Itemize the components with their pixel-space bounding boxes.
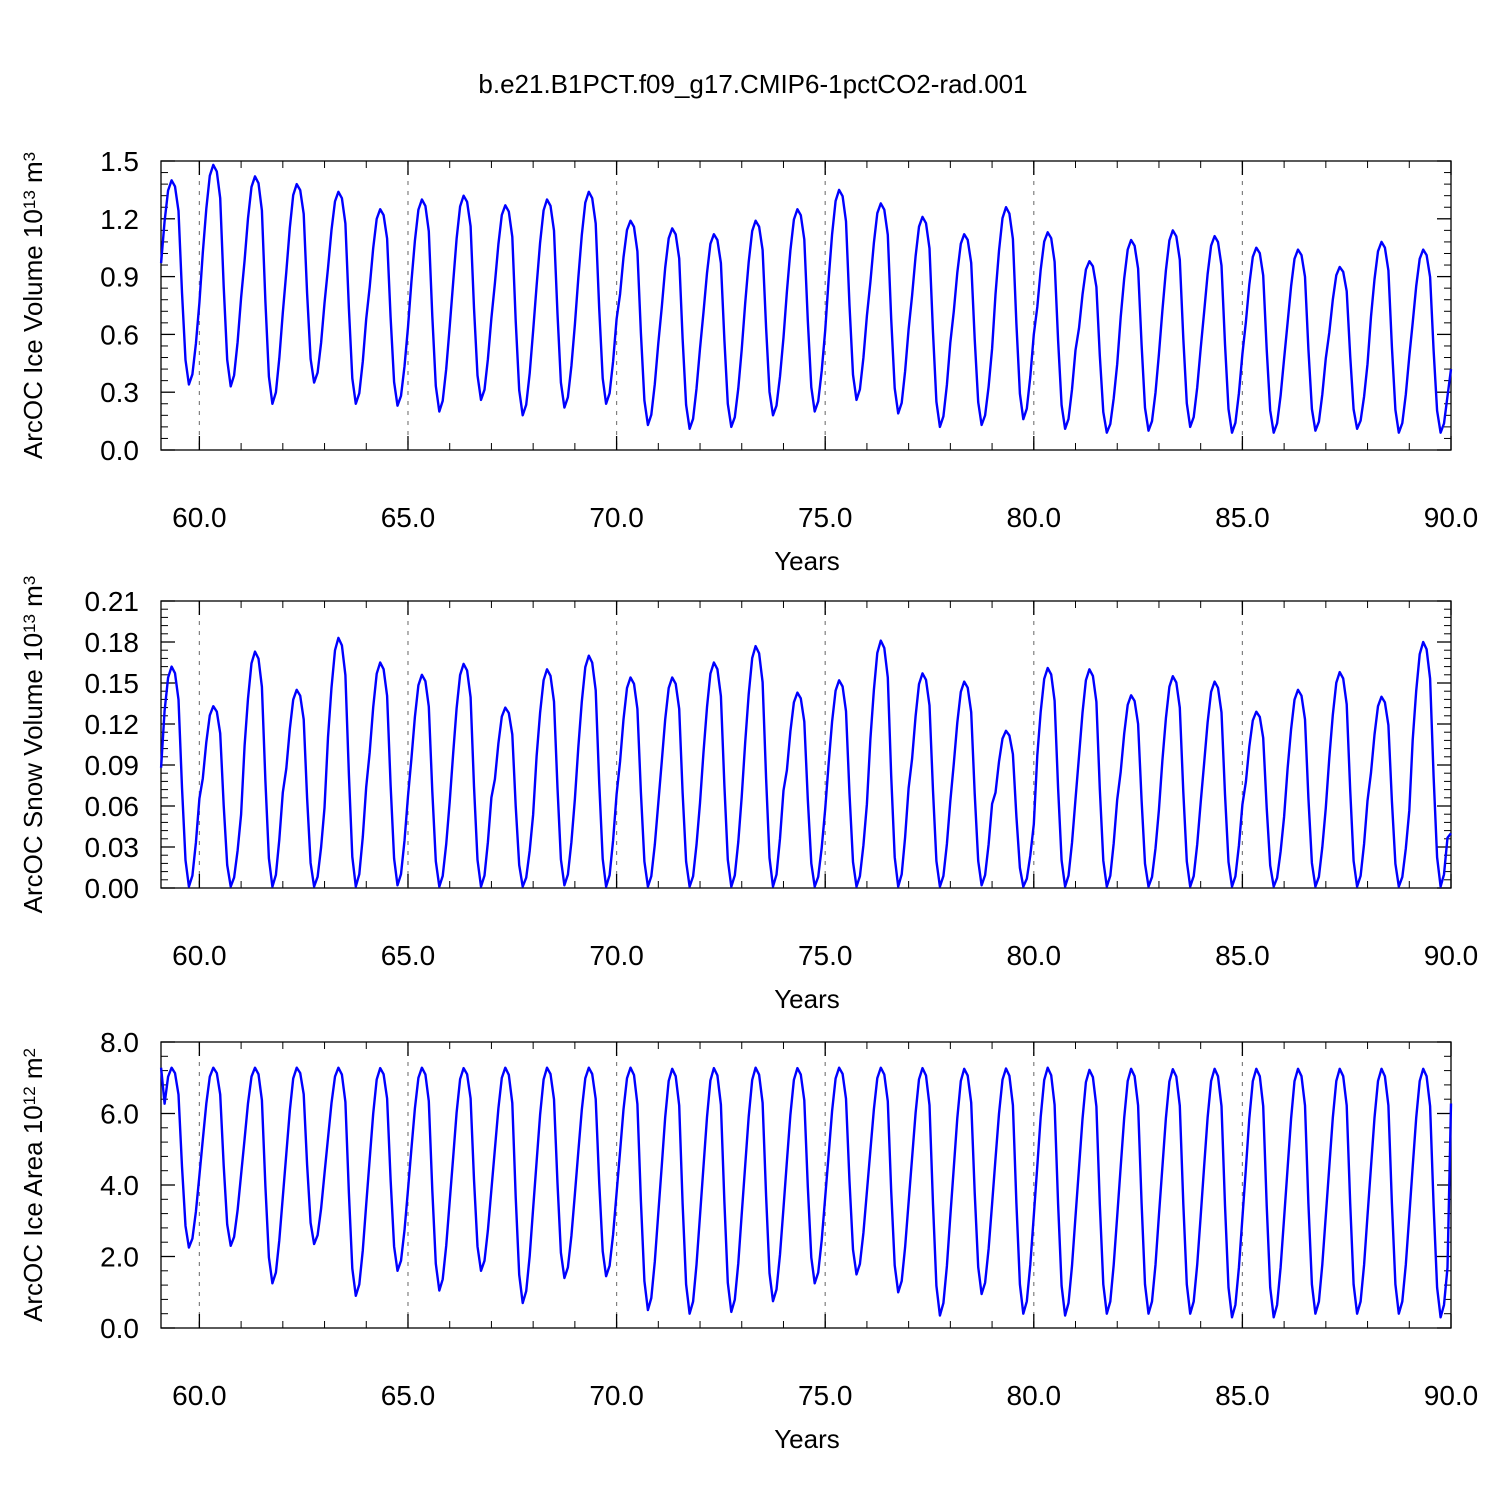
- y-axis-title-part: ArcOC Snow Volume 10: [18, 633, 48, 913]
- data-series-line: [159, 1066, 1453, 1319]
- y-axis-title-superscript: 2: [20, 1048, 39, 1057]
- y-axis-title-superscript: 3: [20, 576, 39, 585]
- x-tick-label: 75.0: [798, 502, 853, 533]
- chart-panel-2: 60.0 65.0 70.0 75.0 80.0 85.0 90.0 0.00 0.03 0.06…: [18, 576, 1478, 1014]
- y-axis-title-part: m: [18, 1057, 48, 1086]
- x-tick-label: 75.0: [798, 1380, 853, 1411]
- x-tick-label: 85.0: [1215, 940, 1270, 971]
- y-tick-label: 6.0: [100, 1099, 139, 1130]
- y-tick-label: 0.3: [100, 377, 139, 408]
- y-axis-title-part: m: [18, 161, 48, 190]
- y-tick-label: 0.0: [100, 435, 139, 466]
- x-tick-label: 60.0: [172, 940, 227, 971]
- x-tick-label: 60.0: [172, 502, 227, 533]
- x-tick-label: 85.0: [1215, 1380, 1270, 1411]
- y-tick-label: 1.2: [100, 204, 139, 235]
- x-tick-label: 80.0: [1007, 502, 1062, 533]
- y-axis-title: ArcOC Snow Volume 1013 m3: [18, 576, 48, 914]
- y-axis-title-superscript: 12: [20, 1086, 39, 1105]
- figure-title: b.e21.B1PCT.f09_g17.CMIP6-1pctCO2-rad.00…: [478, 69, 1027, 99]
- y-tick-label: 0.03: [85, 832, 140, 863]
- x-tick-label: 70.0: [589, 940, 644, 971]
- y-axis-title-superscript: 13: [20, 190, 39, 209]
- y-axis-title: ArcOC Ice Area 1012 m2: [18, 1048, 48, 1322]
- y-tick-label: 4.0: [100, 1170, 139, 1201]
- x-tick-label: 85.0: [1215, 502, 1270, 533]
- x-tick-label: 65.0: [381, 502, 436, 533]
- y-axis-title-superscript: 3: [20, 152, 39, 161]
- x-axis-title: Years: [774, 1424, 840, 1454]
- data-series-line: [159, 636, 1452, 888]
- y-tick-label: 1.5: [100, 146, 139, 177]
- chart-panel-3: 60.0 65.0 70.0 75.0 80.0 85.0 90.0 0.0 2.0 4.0 6.0…: [18, 1027, 1478, 1454]
- y-tick-label: 0.18: [85, 627, 140, 658]
- x-tick-label: 70.0: [589, 1380, 644, 1411]
- y-axis-title-superscript: 13: [20, 614, 39, 633]
- chart-panel-1: 60.0 65.0 70.0 75.0 80.0 85.0 90.0 0.0 0.3 0.6 0.9…: [18, 146, 1478, 576]
- y-tick-label: 8.0: [100, 1027, 139, 1058]
- y-axis-title-part: ArcOC Ice Area 10: [18, 1105, 48, 1322]
- plot-frame: [160, 160, 1452, 451]
- y-axis-title-part: ArcOC Ice Volume 10: [18, 209, 48, 459]
- y-axis-title: ArcOC Ice Volume 1013 m3: [18, 152, 48, 459]
- x-tick-label: 65.0: [381, 1380, 436, 1411]
- x-tick-label: 75.0: [798, 940, 853, 971]
- plot-frame: [160, 600, 1452, 889]
- x-tick-label: 90.0: [1424, 940, 1479, 971]
- x-tick-label: 80.0: [1007, 940, 1062, 971]
- y-tick-label: 0.9: [100, 262, 139, 293]
- y-tick-label: 0.0: [100, 1313, 139, 1344]
- y-axis-title-part: m: [18, 585, 48, 614]
- panels-group: 60.0 65.0 70.0 75.0 80.0 85.0 90.0 0.0 0.3 0.6 0.9…: [18, 146, 1478, 1454]
- x-tick-label: 70.0: [589, 502, 644, 533]
- x-tick-label: 80.0: [1007, 1380, 1062, 1411]
- y-tick-label: 0.09: [85, 750, 140, 781]
- y-tick-label: 0.00: [85, 873, 140, 904]
- y-tick-label: 0.6: [100, 319, 139, 350]
- y-tick-label: 0.15: [85, 668, 140, 699]
- x-tick-label: 90.0: [1424, 1380, 1479, 1411]
- y-tick-label: 0.12: [85, 709, 140, 740]
- x-axis-title: Years: [774, 546, 840, 576]
- x-tick-label: 90.0: [1424, 502, 1479, 533]
- x-axis-title: Years: [774, 984, 840, 1014]
- data-series-line: [159, 163, 1453, 434]
- y-tick-label: 0.21: [85, 586, 140, 617]
- x-tick-label: 65.0: [381, 940, 436, 971]
- x-tick-label: 60.0: [172, 1380, 227, 1411]
- y-tick-label: 0.06: [85, 791, 140, 822]
- y-tick-label: 2.0: [100, 1242, 139, 1273]
